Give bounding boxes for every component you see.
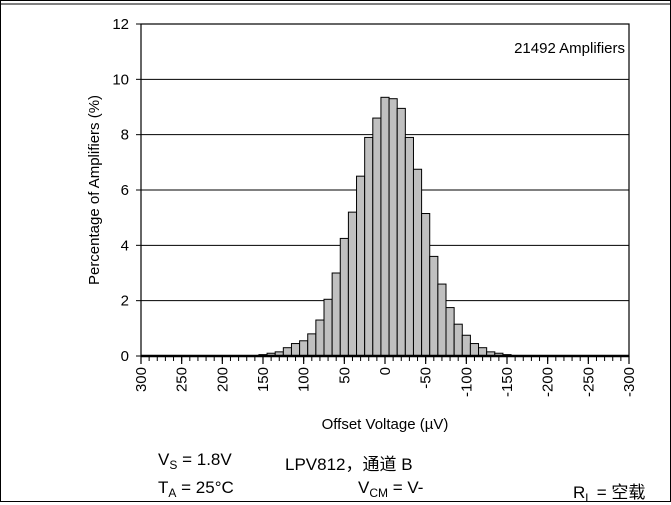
x-tick-label--300: -300 xyxy=(621,367,638,397)
histogram-bar-22 xyxy=(437,283,447,357)
x-tick-label-300: 300 xyxy=(133,367,150,392)
x-tick-label--100: -100 xyxy=(458,367,475,397)
histogram-bar-9 xyxy=(331,272,341,357)
histogram-bar-17 xyxy=(396,107,406,357)
histogram-bar-19 xyxy=(412,168,423,357)
x-tick-label--250: -250 xyxy=(580,367,597,397)
y-tick-label-2: 2 xyxy=(121,293,129,310)
histogram-bar-24 xyxy=(453,323,463,357)
y-tick-label-0: 0 xyxy=(121,348,129,365)
x-tick-label-100: 100 xyxy=(296,367,313,392)
histogram-chart: 0 2 4 6 8 10 12 300 250 200 150 100 50 0 -50 -100 -150 -2… xyxy=(112,16,638,397)
common-mode-voltage-condition: VCM = V- xyxy=(358,478,424,500)
histogram-bar-8 xyxy=(323,298,333,357)
y-axis-label: Percentage of Amplifiers (%) xyxy=(86,95,103,285)
load-resistance-condition: RL = 空载 xyxy=(573,483,646,505)
histogram-bar-21 xyxy=(429,255,439,357)
histogram-bar-18 xyxy=(404,136,414,357)
x-tick-label-0: 0 xyxy=(377,367,394,375)
y-tick-label-10: 10 xyxy=(112,71,129,88)
histogram-bar-5 xyxy=(299,340,309,357)
amplifier-count-annotation: 21492 Amplifiers xyxy=(514,40,625,57)
histogram-bar-16 xyxy=(388,98,398,357)
x-tick-label--150: -150 xyxy=(499,367,516,397)
histogram-bar-11 xyxy=(347,211,358,357)
histogram-bar-23 xyxy=(445,307,455,357)
y-tick-label-4: 4 xyxy=(121,237,129,254)
ambient-temperature-condition: TA = 25°C xyxy=(158,478,234,500)
device-channel-condition: LPV812，通道 B xyxy=(285,455,413,474)
x-axis-label: Offset Voltage (µV) xyxy=(322,416,449,433)
x-tick-label-150: 150 xyxy=(255,367,272,392)
x-tick-label--50: -50 xyxy=(418,367,435,389)
supply-voltage-condition: VS = 1.8V xyxy=(158,450,232,472)
histogram-bar-14 xyxy=(372,117,382,357)
x-tick-label-200: 200 xyxy=(214,367,231,392)
histogram-bar-15 xyxy=(380,96,390,357)
y-tick-label-6: 6 xyxy=(121,182,129,199)
histogram-bar-6 xyxy=(307,333,317,357)
histogram-bar-10 xyxy=(339,237,349,357)
x-tick-label--200: -200 xyxy=(540,367,557,397)
histogram-bar-12 xyxy=(356,175,366,357)
x-tick-label-50: 50 xyxy=(336,367,353,384)
histogram-bar-4 xyxy=(290,343,301,357)
histogram-bar-20 xyxy=(421,213,431,357)
y-tick-label-12: 12 xyxy=(112,16,129,33)
histogram-bar-26 xyxy=(469,343,480,357)
x-tick-label-250: 250 xyxy=(174,367,191,392)
y-tick-label-8: 8 xyxy=(121,127,129,144)
histogram-bar-25 xyxy=(461,334,471,357)
histogram-bar-13 xyxy=(364,136,374,357)
histogram-bar-7 xyxy=(315,319,325,357)
